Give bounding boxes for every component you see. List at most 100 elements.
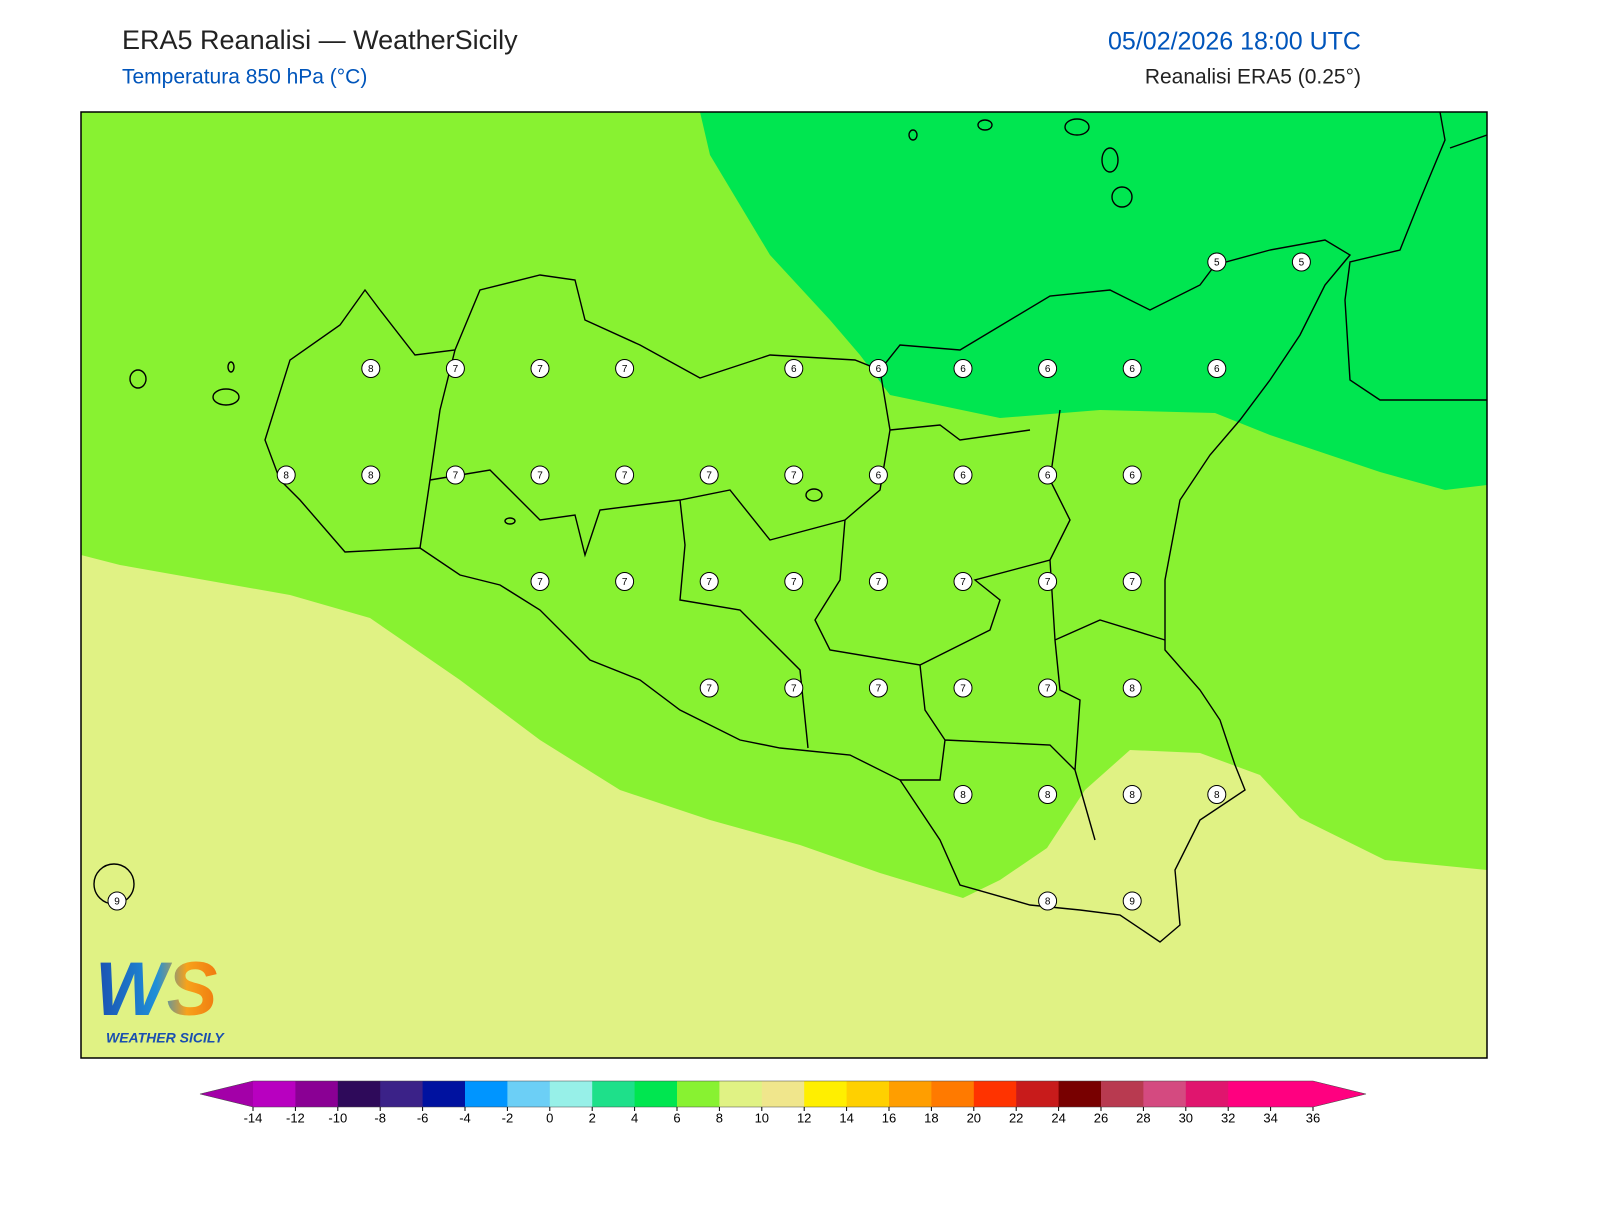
value-marker bbox=[953, 465, 973, 485]
colorbar-tick-label: 36 bbox=[1306, 1110, 1320, 1125]
value-marker bbox=[699, 465, 719, 485]
value-label: 9 bbox=[114, 897, 120, 908]
colorbar-over bbox=[1313, 1081, 1366, 1107]
value-marker bbox=[615, 465, 635, 485]
value-marker bbox=[530, 465, 550, 485]
colorbar-tick-label: -6 bbox=[417, 1110, 429, 1125]
colorbar-segment bbox=[1270, 1081, 1314, 1107]
colorbar-segment bbox=[719, 1081, 763, 1107]
value-marker bbox=[953, 785, 973, 804]
colorbar-segment bbox=[761, 1081, 805, 1107]
value-marker bbox=[784, 359, 804, 378]
value-label: 7 bbox=[453, 364, 459, 375]
subtitle: Temperatura 850 hPa (°C) bbox=[122, 66, 367, 89]
value-label: 6 bbox=[791, 364, 797, 375]
value-marker bbox=[1122, 785, 1142, 804]
colorbar-tick-label: 6 bbox=[673, 1110, 680, 1125]
colorbar-segment bbox=[634, 1081, 678, 1107]
value-label: 7 bbox=[622, 364, 628, 375]
islands bbox=[93, 118, 1133, 905]
value-label: 7 bbox=[537, 364, 543, 375]
value-label: 7 bbox=[453, 471, 459, 482]
value-label: 8 bbox=[368, 364, 374, 375]
colorbar-tick-label: 24 bbox=[1051, 1110, 1065, 1125]
colorbar-tick-label: 18 bbox=[924, 1110, 938, 1125]
value-marker bbox=[445, 465, 465, 485]
colorbar-under bbox=[200, 1081, 253, 1107]
value-label: 8 bbox=[1129, 684, 1135, 695]
datetime: 05/02/2026 18:00 UTC bbox=[1108, 28, 1361, 56]
value-marker bbox=[1038, 359, 1058, 378]
map-area bbox=[81, 112, 1487, 1058]
value-marker bbox=[1122, 572, 1142, 591]
band-8-10 bbox=[81, 555, 1487, 1058]
value-marker bbox=[784, 572, 804, 591]
colorbar-tick-label: -8 bbox=[374, 1110, 386, 1125]
value-marker bbox=[1207, 252, 1227, 272]
value-marker bbox=[1207, 359, 1227, 378]
colorbar-segment bbox=[1101, 1081, 1144, 1107]
value-label: 7 bbox=[876, 684, 882, 695]
value-label: 5 bbox=[1299, 258, 1305, 269]
value-marker bbox=[868, 678, 888, 698]
colorbar-tick-label: 28 bbox=[1136, 1110, 1150, 1125]
colorbar-tick-label: 10 bbox=[755, 1110, 769, 1125]
value-marker bbox=[868, 359, 888, 378]
colorbar-segment bbox=[380, 1081, 424, 1107]
value-label: 7 bbox=[791, 471, 797, 482]
colorbar-tick-label: 16 bbox=[882, 1110, 896, 1125]
value-marker bbox=[1291, 252, 1311, 272]
value-label: 8 bbox=[1214, 790, 1220, 801]
colorbar-segment bbox=[1058, 1081, 1102, 1107]
value-marker bbox=[868, 465, 888, 485]
colorbar-segment bbox=[507, 1081, 551, 1107]
logo-name: WEATHER SICILY bbox=[106, 1030, 225, 1046]
value-marker bbox=[615, 572, 635, 591]
value-label: 8 bbox=[368, 471, 374, 482]
value-marker bbox=[699, 678, 719, 698]
colorbar-segment bbox=[1185, 1081, 1229, 1107]
calabria-coast bbox=[1344, 112, 1487, 401]
value-label: 7 bbox=[622, 471, 628, 482]
value-marker bbox=[1122, 678, 1142, 698]
value-marker bbox=[361, 359, 381, 378]
title: ERA5 Reanalisi — WeatherSicily bbox=[122, 25, 518, 55]
value-marker bbox=[1038, 572, 1058, 591]
value-marker bbox=[953, 678, 973, 698]
value-label: 5 bbox=[1214, 258, 1220, 269]
colorbar-segment bbox=[337, 1081, 381, 1107]
value-label: 6 bbox=[960, 471, 966, 482]
colorbar-tick-label: -14 bbox=[244, 1110, 263, 1125]
value-marker bbox=[107, 891, 127, 911]
value-label: 9 bbox=[1129, 897, 1135, 908]
colorbar-segment bbox=[465, 1081, 508, 1107]
colorbar-tick-label: 14 bbox=[839, 1110, 853, 1125]
value-label: 7 bbox=[622, 577, 628, 588]
source: Reanalisi ERA5 (0.25°) bbox=[1145, 66, 1361, 89]
value-label: 7 bbox=[537, 471, 543, 482]
value-marker bbox=[615, 359, 635, 378]
value-marker bbox=[953, 359, 973, 378]
colorbar-segment bbox=[973, 1081, 1017, 1107]
value-marker bbox=[1122, 465, 1142, 485]
colorbar-segment bbox=[1228, 1081, 1272, 1107]
colorbar-segment bbox=[677, 1081, 720, 1107]
value-marker bbox=[953, 572, 973, 591]
colorbar-segment bbox=[1143, 1081, 1187, 1107]
value-label: 7 bbox=[791, 577, 797, 588]
colorbar-segment bbox=[889, 1081, 932, 1107]
value-marker bbox=[868, 572, 888, 591]
value-marker bbox=[1038, 678, 1058, 698]
colorbar-tick-label: 34 bbox=[1263, 1110, 1277, 1125]
value-marker bbox=[1122, 359, 1142, 378]
colorbar-segment bbox=[295, 1081, 339, 1107]
colorbar-tick-label: 0 bbox=[546, 1110, 553, 1125]
value-label: 7 bbox=[706, 577, 712, 588]
value-label: 7 bbox=[537, 577, 543, 588]
value-label: 7 bbox=[1045, 577, 1051, 588]
value-marker bbox=[530, 572, 550, 591]
value-marker bbox=[1038, 891, 1058, 911]
value-label: 6 bbox=[1045, 364, 1051, 375]
